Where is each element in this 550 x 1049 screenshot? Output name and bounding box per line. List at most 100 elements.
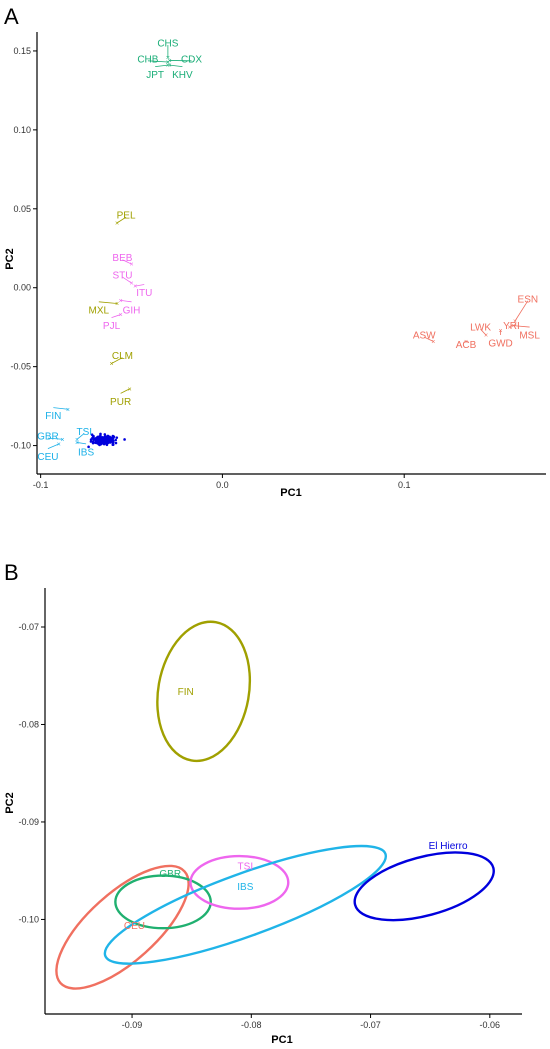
label-leader-stu [122, 276, 132, 284]
panel-a-scatter: A -0.1 0.0 0.10.150.100.050.00-0.05-0.10×C… [4, 4, 546, 499]
panel-b-y-tick-label: -0.09 [18, 817, 39, 827]
point-label-pel: PEL [117, 211, 136, 222]
label-leader-esn [514, 300, 529, 322]
panel-a-y-axis-title: PC2 [4, 248, 16, 269]
label-leader-mxl [98, 301, 118, 304]
ellipse-label-ibs: IBS [237, 882, 253, 893]
panel-a-y-tick-label: 0.10 [13, 125, 31, 135]
point-marker-gbr: × [60, 437, 64, 444]
ellipse-el-hierro [353, 851, 495, 922]
label-leader-lwk [480, 328, 487, 336]
point-marker-ibs: × [75, 440, 79, 447]
panel-b-letter: B [4, 560, 19, 585]
el-hierro-point [92, 438, 95, 441]
panel-b-y-axis-title: PC2 [4, 792, 16, 813]
point-marker-cdx: × [168, 58, 172, 65]
panel-b-y-tick-label: -0.10 [18, 914, 39, 924]
panel-a-x-tick-label: 0.0 [216, 480, 229, 490]
point-label-gbr: GBR [37, 432, 59, 443]
point-marker-lwk: × [484, 333, 488, 340]
point-label-pjl: PJL [103, 321, 121, 332]
ellipse-gbr [114, 874, 212, 930]
panel-b-x-tick-label: -0.09 [122, 1020, 143, 1030]
label-leader-itu [135, 284, 145, 287]
point-marker-pel: × [115, 221, 119, 228]
point-marker-khv: × [168, 63, 172, 70]
point-label-ibs: IBS [78, 447, 94, 458]
label-leader-pjl [111, 314, 121, 318]
label-leader-gih [120, 299, 132, 303]
point-label-tsi: TSI [76, 427, 92, 438]
point-marker-esn: × [513, 318, 517, 325]
point-label-chb: CHB [137, 54, 158, 65]
point-label-ceu: CEU [37, 452, 58, 463]
label-leader-asw [424, 336, 434, 342]
el-hierro-point [104, 436, 107, 440]
point-label-cdx: CDX [181, 54, 202, 65]
ellipse-label-el-hierro: El Hierro [429, 841, 468, 852]
panel-a-y-tick-label: -0.05 [10, 362, 31, 372]
point-marker-pur: × [128, 386, 132, 393]
label-leader-khv [169, 64, 183, 68]
el-hierro-point [114, 441, 118, 445]
el-hierro-point [95, 436, 98, 440]
panel-b-x-tick-label: -0.06 [480, 1020, 501, 1030]
point-marker-mxl: × [115, 301, 119, 308]
point-marker-beb: × [129, 262, 133, 269]
point-label-stu: STU [112, 271, 132, 282]
ellipse-tsi [189, 854, 290, 910]
ellipse-fin [156, 620, 252, 763]
point-label-khv: KHV [172, 70, 193, 81]
el-hierro-point [106, 436, 110, 440]
panel-b-y-tick-label: -0.07 [18, 622, 39, 632]
ellipse-ceu [55, 864, 190, 990]
point-label-msl: MSL [519, 331, 540, 342]
label-leader-chb [147, 60, 168, 63]
point-marker-tsi: × [75, 437, 79, 444]
label-leader-ibs [76, 442, 87, 445]
point-marker-yri: × [508, 325, 512, 332]
point-label-asw: ASW [413, 331, 436, 342]
ellipse-ibs [103, 844, 388, 965]
point-marker-fin: × [66, 407, 70, 414]
el-hierro-point [87, 445, 90, 449]
label-leader-tsi [76, 433, 85, 440]
el-hierro-point [95, 441, 98, 445]
point-label-yri: YRI [503, 321, 520, 332]
point-marker-jpt: × [166, 63, 170, 70]
point-marker-asw: × [431, 339, 435, 346]
el-hierro-point [111, 443, 115, 446]
panel-a-y-tick-label: -0.10 [10, 441, 31, 451]
point-marker-chs: × [166, 55, 170, 62]
point-label-gih: GIH [123, 305, 141, 316]
point-label-gwd: GWD [488, 338, 512, 349]
point-marker-gwd: × [499, 328, 503, 335]
label-leader-jpt [155, 64, 168, 68]
panel-b-x-tick-label: -0.08 [241, 1020, 262, 1030]
el-hierro-point [92, 434, 95, 438]
point-label-clm: CLM [112, 351, 133, 362]
point-marker-clm: × [109, 361, 113, 368]
point-label-chs: CHS [157, 39, 178, 50]
point-label-beb: BEB [112, 253, 132, 264]
point-label-fin: FIN [45, 411, 61, 422]
point-marker-itu: × [133, 284, 137, 291]
point-marker-chb: × [166, 59, 170, 66]
point-marker-acb: × [464, 339, 468, 346]
point-label-pur: PUR [110, 397, 131, 408]
point-marker-gih: × [119, 298, 123, 305]
panel-b-y-tick-label: -0.08 [18, 719, 39, 729]
panel-a-letter: A [4, 4, 19, 29]
el-hierro-point [99, 434, 102, 437]
label-leader-msl [513, 325, 530, 328]
el-hierro-point [109, 437, 112, 441]
label-leader-clm [111, 357, 123, 364]
label-leader-pel [116, 216, 127, 224]
point-label-jpt: JPT [146, 70, 164, 81]
ellipse-label-ceu: CEU [124, 921, 145, 932]
point-marker-msl: × [511, 323, 515, 330]
el-hierro-point [111, 438, 114, 442]
panel-a-y-tick-label: 0.05 [13, 204, 31, 214]
panel-b-x-axis-title: PC1 [271, 1034, 292, 1046]
